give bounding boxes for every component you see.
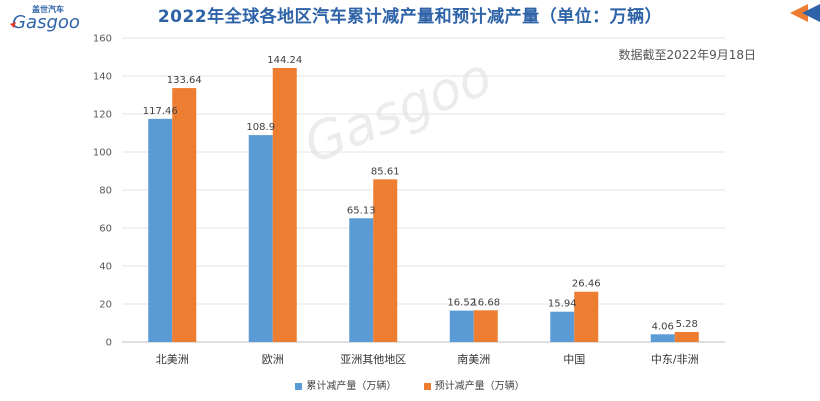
data-label-series-1: 108.9: [246, 122, 275, 133]
x-axis-categories: 北美洲 欧洲 亚洲其他地区 南美洲 中国 中东/非洲: [156, 353, 699, 366]
y-axis-ticks: 0 20 40 60 80 100 120 140 160: [93, 34, 112, 349]
data-label-series-2: 16.68: [471, 297, 500, 308]
bar-series-1: [550, 311, 575, 342]
data-label-series-1: 15.94: [548, 299, 577, 310]
bar-series-2: [473, 310, 498, 342]
data-label-series-1: 65.13: [347, 205, 376, 216]
gasgoo-logo: 盖世汽车 Gasgoo: [10, 4, 80, 33]
bars: [148, 67, 699, 343]
x-category-label: 北美洲: [156, 353, 189, 366]
x-category-label: 中东/非洲: [651, 353, 699, 366]
y-tick-label: 60: [99, 224, 112, 235]
data-label-series-1: 16.52: [447, 298, 476, 309]
y-tick-label: 40: [99, 262, 112, 273]
y-tick-label: 80: [99, 186, 112, 197]
x-category-label: 中国: [563, 353, 585, 366]
data-label-series-1: 117.46: [143, 106, 178, 117]
gridlines: [122, 37, 725, 343]
corner-arrow-icon: [790, 4, 820, 22]
y-tick-label: 100: [93, 148, 112, 159]
legend-item-series-2: 预计减产量（万辆）: [423, 377, 525, 392]
x-category-label: 亚洲其他地区: [340, 353, 406, 366]
bar-series-2: [272, 67, 297, 342]
y-tick-label: 20: [99, 300, 112, 311]
x-category-label: 南美洲: [457, 353, 490, 366]
data-label-series-2: 85.61: [371, 166, 400, 177]
x-category-label: 欧洲: [262, 353, 284, 366]
data-label-series-2: 133.64: [167, 75, 202, 86]
legend-swatch-icon: [423, 382, 431, 390]
data-date-note: 数据截至2022年9月18日: [618, 48, 756, 62]
legend-label-series-1: 累计减产量（万辆）: [306, 381, 397, 392]
bar-series-2: [574, 291, 599, 342]
legend-item-series-1: 累计减产量（万辆）: [295, 377, 396, 392]
bar-series-1: [248, 135, 273, 342]
data-label-series-2: 5.28: [676, 319, 698, 330]
data-label-series-2: 26.46: [572, 279, 601, 290]
chart-title: 2022年全球各地区汽车累计减产量和预计减产量（单位：万辆）: [157, 7, 663, 27]
legend-label-series-2: 预计减产量（万辆）: [434, 381, 525, 392]
y-tick-label: 0: [106, 338, 112, 349]
data-label-series-1: 4.06: [652, 321, 674, 332]
bar-series-1: [449, 310, 474, 342]
logo-en-text: Gasgoo: [12, 12, 80, 33]
legend: 累计减产量（万辆） 预计减产量（万辆）: [0, 377, 820, 392]
bar-series-1: [148, 118, 173, 343]
bar-series-2: [172, 88, 197, 342]
bar-series-1: [349, 218, 374, 342]
y-tick-label: 120: [93, 110, 112, 121]
data-labels: 117.46 133.64 108.9 144.24 65.13 85.61 16.5216…: [143, 55, 698, 332]
data-label-series-2: 144.24: [267, 55, 302, 66]
bar-series-2: [373, 179, 398, 342]
bar-series-1: [650, 334, 675, 342]
y-tick-label: 140: [93, 72, 112, 83]
bar-series-2: [674, 331, 699, 342]
logo-cn-text: 盖世汽车: [32, 4, 64, 14]
y-tick-label: 160: [93, 34, 112, 45]
legend-swatch-icon: [295, 382, 303, 390]
